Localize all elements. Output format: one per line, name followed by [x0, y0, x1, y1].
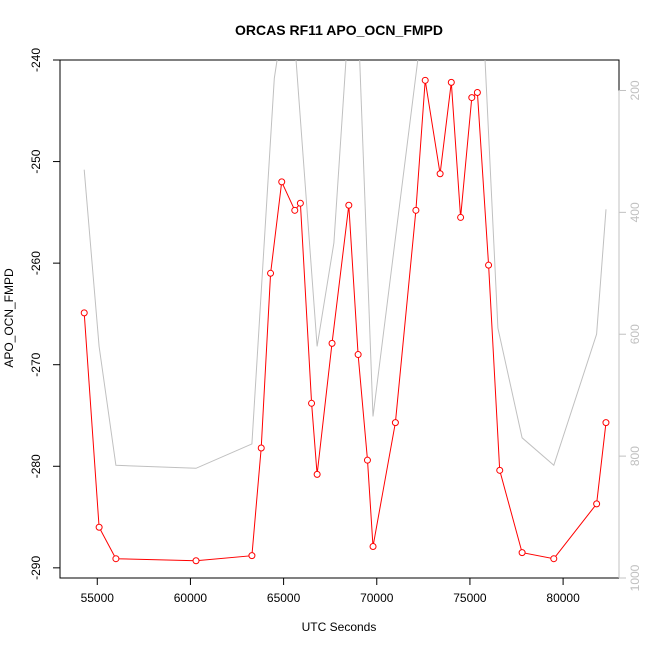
chart-title: ORCAS RF11 APO_OCN_FMPD: [235, 22, 443, 38]
data-point: [278, 178, 286, 186]
data-point: [369, 543, 377, 551]
data-point: [550, 555, 558, 563]
data-point: [391, 419, 399, 427]
x-axis-label: UTC Seconds: [302, 620, 377, 634]
y-tick-label: -270: [29, 352, 43, 376]
data-point: [80, 309, 88, 317]
plot-area-box: [59, 59, 620, 579]
series-line-left: [83, 80, 607, 562]
data-point: [468, 94, 476, 102]
y-tick-label: -280: [29, 454, 43, 478]
data-point: [412, 206, 420, 214]
y-axis-label: APO_OCN_FMPD: [2, 268, 16, 368]
y2-tick-label: 800: [628, 446, 642, 466]
data-point: [363, 456, 371, 464]
data-point: [485, 261, 493, 269]
data-point: [95, 523, 103, 531]
x-tick-label: 60000: [174, 591, 208, 605]
y-tick-label: -290: [29, 556, 43, 580]
data-point: [112, 555, 120, 563]
data-point: [496, 466, 504, 474]
data-point: [296, 199, 304, 207]
data-point: [345, 201, 353, 209]
data-point: [354, 351, 362, 359]
data-point: [192, 557, 200, 565]
x-axis: 55000 60000 65000 70000 75000 80000: [81, 577, 580, 605]
data-point: [457, 213, 465, 221]
data-point: [436, 170, 444, 178]
y-tick-label: -250: [29, 149, 43, 173]
data-point: [248, 552, 256, 560]
y-tick-label: -260: [29, 251, 43, 275]
data-point: [473, 89, 481, 97]
data-point: [308, 399, 316, 407]
y-axis-right: 200 400 600 800 1000: [618, 80, 642, 591]
data-point: [447, 78, 455, 86]
series-layer: [80, 60, 610, 565]
data-point: [257, 444, 265, 452]
x-tick-label: 55000: [81, 591, 115, 605]
y2-tick-label: 600: [628, 324, 642, 344]
y-tick-label: -240: [29, 48, 43, 72]
data-point: [518, 549, 526, 557]
y-axis-left: -290 -280 -270 -260 -250 -240: [29, 48, 61, 580]
y2-tick-label: 1000: [628, 564, 642, 591]
y2-tick-label: 400: [628, 202, 642, 222]
x-tick-label: 65000: [267, 591, 301, 605]
x-tick-label: 70000: [360, 591, 394, 605]
series-line-right: [83, 60, 607, 469]
data-point: [267, 269, 275, 277]
x-tick-label: 80000: [546, 591, 580, 605]
data-point: [593, 500, 601, 508]
data-point: [291, 206, 299, 214]
data-point: [328, 339, 336, 347]
x-tick-label: 75000: [453, 591, 487, 605]
data-point: [421, 76, 429, 84]
data-point: [602, 419, 610, 427]
data-point: [313, 470, 321, 478]
y2-tick-label: 200: [628, 80, 642, 100]
